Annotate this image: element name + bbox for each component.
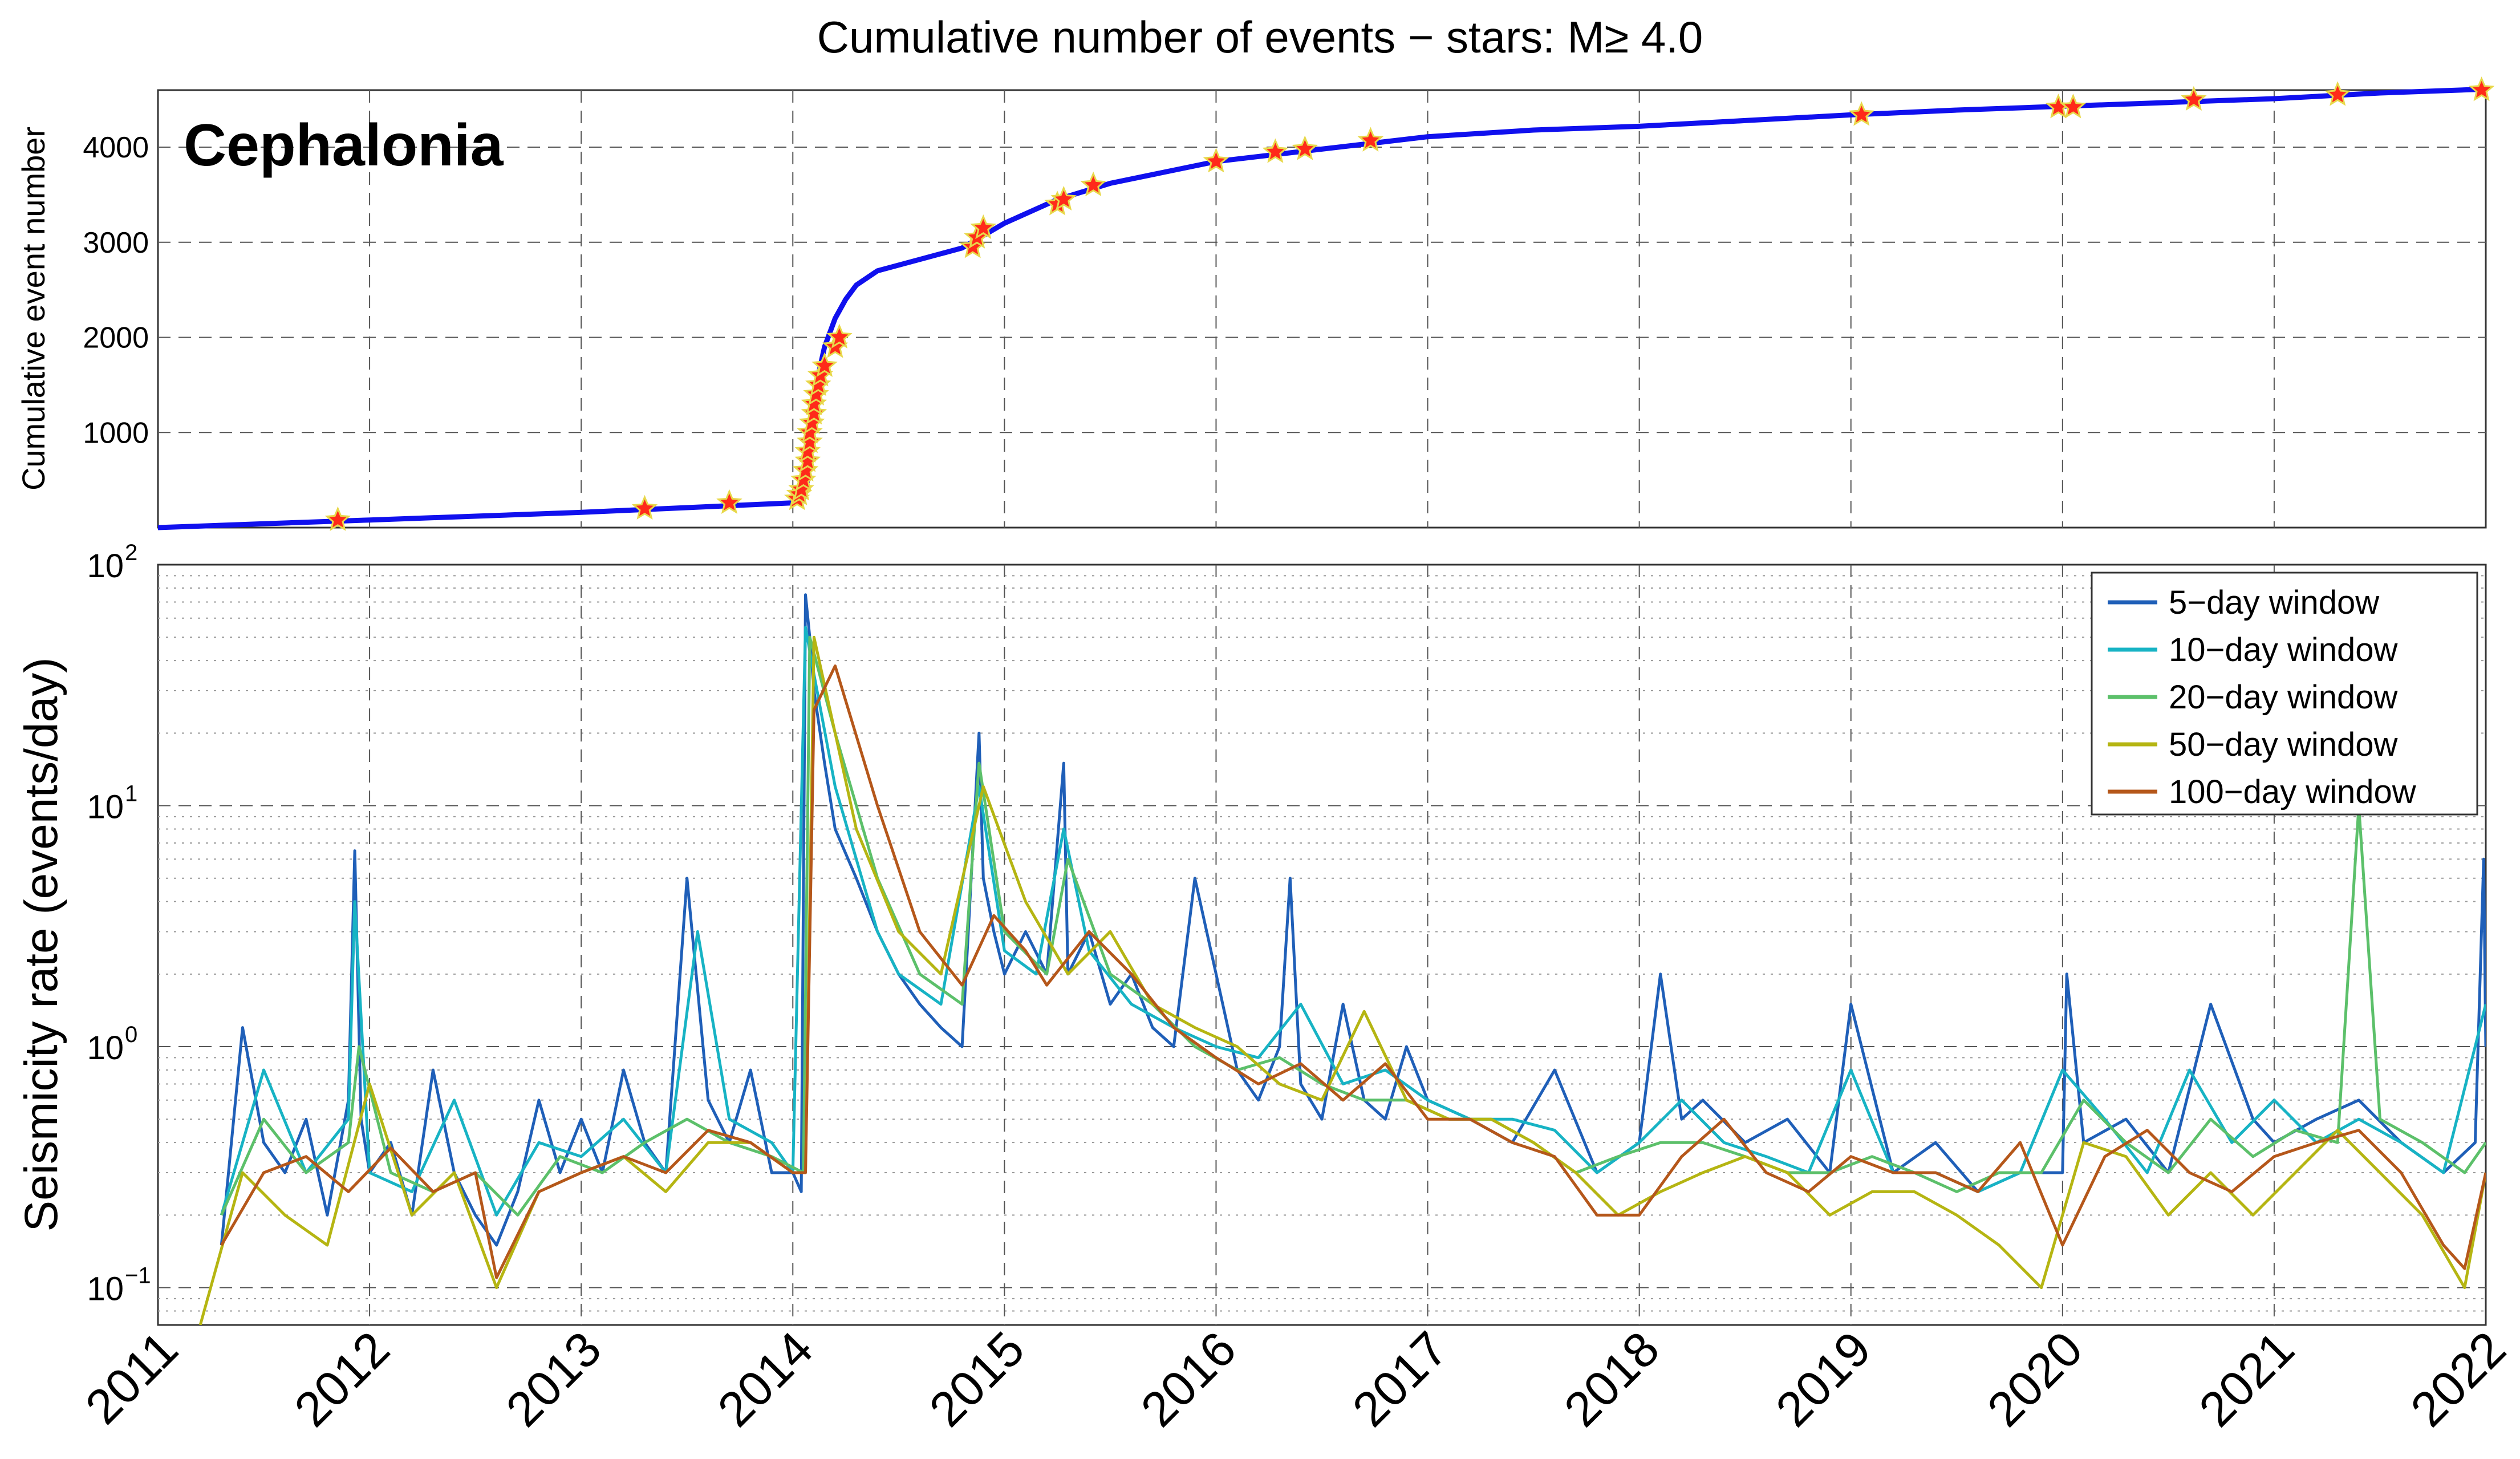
y-tick-label: 4000 — [83, 131, 149, 164]
y-tick-label: 10 — [87, 1271, 124, 1308]
rate-line — [220, 664, 2486, 1279]
x-tick-label: 2016 — [1131, 1322, 1247, 1437]
magnitude-stars — [324, 76, 2495, 531]
y-tick-exponent: 0 — [125, 1022, 137, 1047]
magnitude-star — [811, 352, 838, 377]
magnitude-star — [716, 489, 742, 514]
legend: 5−day window 10−day window 20−day window 50… — [2091, 572, 2478, 816]
magnitude-star — [1203, 148, 1229, 173]
magnitude-star — [1080, 171, 1106, 197]
cumulative-series — [157, 86, 2486, 530]
cumulative-y-ticks: 1000 2000 3000 4000 — [83, 131, 149, 449]
y-tick-label: 10 — [87, 548, 124, 585]
x-tick-label: 2022 — [2400, 1322, 2516, 1437]
cumulative-y-axis-label: Cumulative event number — [15, 127, 51, 491]
y-tick-exponent: 1 — [125, 781, 137, 806]
magnitude-star — [826, 323, 853, 348]
magnitude-star — [2468, 76, 2495, 102]
cumulative-plot-area — [157, 89, 2487, 529]
magnitude-star — [1262, 138, 1289, 163]
legend-box — [2091, 572, 2478, 816]
x-axis-tick-labels: 2011 2012 2013 2014 2015 2016 2017 2018 2019 2020… — [75, 1322, 2517, 1437]
legend-label: 50−day window — [2169, 726, 2399, 763]
magnitude-star — [797, 428, 823, 453]
seismicity-series — [198, 593, 2486, 1325]
y-tick-exponent: 2 — [125, 540, 137, 565]
x-tick-label: 2011 — [75, 1322, 189, 1435]
rate-line — [220, 635, 2486, 1217]
chart-title: Cumulative number of events − stars: M≥ … — [817, 12, 1703, 62]
x-tick-label: 2013 — [496, 1322, 611, 1437]
legend-label: 5−day window — [2169, 584, 2380, 621]
x-tick-label: 2018 — [1554, 1322, 1670, 1437]
cephalonia-label: Cephalonia — [184, 112, 504, 179]
y-tick-label: 2000 — [83, 322, 149, 355]
y-tick-label: 3000 — [83, 226, 149, 260]
magnitude-star — [1050, 185, 1077, 211]
cumulative-panel: 1000 2000 3000 4000 Cephalonia Cumulative e… — [15, 76, 2495, 531]
x-tick-label: 2019 — [1766, 1322, 1881, 1437]
y-tick-label: 1000 — [83, 416, 149, 449]
magnitude-star — [324, 506, 351, 531]
rate-line — [220, 626, 2486, 1217]
x-tick-label: 2021 — [2189, 1322, 2304, 1437]
cumulative-grid — [158, 90, 2486, 528]
seismicity-y-axis-label: Seismicity rate (events/day) — [15, 657, 67, 1231]
magnitude-star — [2181, 86, 2207, 111]
x-tick-label: 2017 — [1342, 1322, 1458, 1437]
magnitude-star — [631, 495, 658, 520]
magnitude-star — [1848, 101, 1875, 126]
magnitude-star — [2324, 81, 2351, 106]
y-tick-label: 10 — [87, 1030, 124, 1067]
x-tick-label: 2015 — [919, 1322, 1035, 1437]
x-tick-label: 2020 — [1977, 1322, 2093, 1437]
x-tick-label: 2012 — [284, 1322, 400, 1437]
legend-label: 20−day window — [2169, 679, 2399, 716]
x-tick-label: 2014 — [708, 1322, 823, 1437]
y-tick-exponent: −1 — [125, 1263, 151, 1288]
magnitude-star — [1292, 135, 1318, 160]
cumulative-line — [157, 86, 2486, 530]
y-tick-label: 10 — [87, 789, 124, 826]
magnitude-star — [970, 214, 997, 240]
magnitude-star — [1357, 127, 1384, 152]
magnitude-star — [794, 447, 821, 472]
magnitude-star — [2060, 94, 2087, 119]
legend-label: 10−day window — [2169, 631, 2399, 668]
legend-label: 100−day window — [2169, 773, 2417, 810]
magnitude-star — [801, 400, 827, 425]
